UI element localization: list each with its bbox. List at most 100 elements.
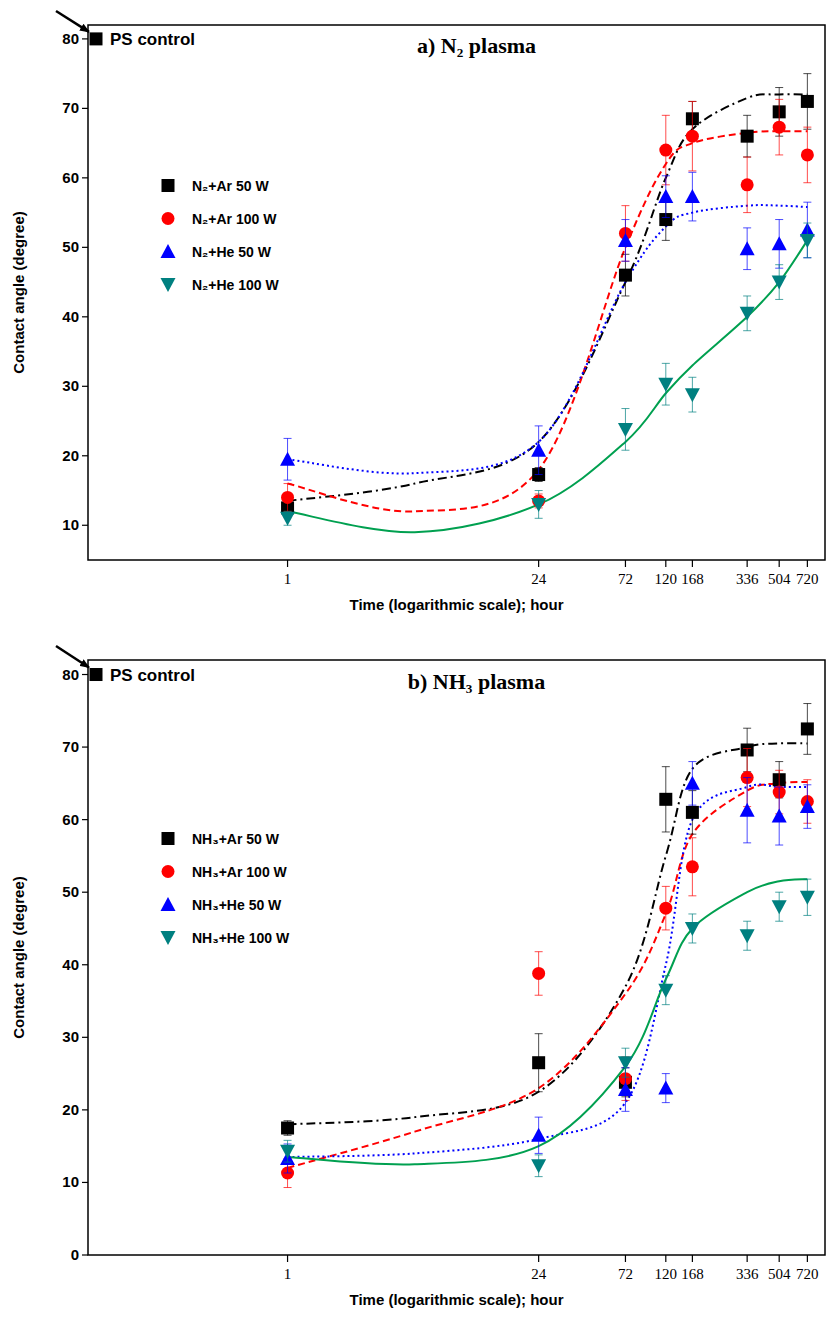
legend-marker <box>162 179 175 192</box>
data-point <box>531 498 546 512</box>
panel: 0102030405060708012472120168336504720Tim… <box>10 646 825 1308</box>
panel: 102030405060708012472120168336504720Time… <box>10 11 825 613</box>
y-tick-label: 0 <box>71 1246 79 1263</box>
y-tick <box>82 108 88 109</box>
data-point <box>685 189 700 203</box>
x-tick <box>538 1255 539 1262</box>
control-marker <box>90 32 103 45</box>
data-point <box>531 443 546 457</box>
x-tick <box>665 560 666 567</box>
y-tick-label: 80 <box>62 666 79 683</box>
data-point <box>740 307 755 321</box>
legend-marker <box>161 931 176 945</box>
data-point <box>800 234 815 248</box>
y-tick <box>82 386 88 387</box>
x-tick <box>807 1255 808 1262</box>
data-point <box>800 891 815 905</box>
x-axis-title: Time (logarithmic scale); hour <box>350 1291 564 1308</box>
data-point <box>618 423 633 437</box>
y-tick <box>82 455 88 456</box>
data-point <box>658 378 673 392</box>
y-tick-label: 50 <box>62 238 79 255</box>
x-tick-label: 336 <box>736 571 759 587</box>
fit-curve <box>288 240 808 532</box>
y-tick <box>82 177 88 178</box>
data-point <box>773 121 786 134</box>
y-tick-label: 60 <box>62 811 79 828</box>
plot-frame <box>88 25 825 560</box>
x-tick-label: 1 <box>284 571 292 587</box>
data-point <box>801 95 814 108</box>
control-label: PS control <box>110 666 195 685</box>
x-tick <box>779 1255 780 1262</box>
x-tick-label: 1 <box>284 1266 292 1282</box>
legend-marker <box>162 832 175 845</box>
y-tick-label: 30 <box>62 377 79 394</box>
x-tick-label: 336 <box>736 1266 759 1282</box>
fit-curve <box>288 785 808 1157</box>
fit-curve <box>288 782 808 1168</box>
y-tick-label: 40 <box>62 956 79 973</box>
data-point <box>685 776 700 790</box>
data-point <box>772 276 787 290</box>
y-tick <box>82 1254 88 1255</box>
y-tick <box>82 892 88 893</box>
legend-marker <box>161 244 176 258</box>
x-axis-title: Time (logarithmic scale); hour <box>350 596 564 613</box>
fit-curve <box>288 205 808 473</box>
data-point <box>659 902 672 915</box>
chart-title: b) NH₃ plasma <box>408 669 545 694</box>
chart-title: a) N₂ plasma <box>417 33 536 58</box>
x-tick-label: 120 <box>655 1266 678 1282</box>
legend-marker <box>162 212 175 225</box>
y-tick-label: 70 <box>62 738 79 755</box>
legend-marker <box>161 278 176 292</box>
y-axis-title: Contact angle (degree) <box>10 211 27 374</box>
control-arrow <box>56 11 89 32</box>
y-tick-label: 10 <box>62 1173 79 1190</box>
data-point <box>618 1056 633 1070</box>
y-tick <box>82 964 88 965</box>
x-tick <box>747 1255 748 1262</box>
x-tick-label: 72 <box>618 1266 633 1282</box>
x-tick-label: 504 <box>768 571 791 587</box>
x-tick-label: 168 <box>681 571 704 587</box>
x-tick-label: 504 <box>768 1266 791 1282</box>
x-tick <box>625 1255 626 1262</box>
x-tick-label: 24 <box>531 571 547 587</box>
data-point <box>281 491 294 504</box>
legend-label: N₂+Ar 100 W <box>192 211 277 227</box>
data-point <box>281 1122 294 1135</box>
control-label: PS control <box>110 30 195 49</box>
y-tick <box>82 1182 88 1183</box>
data-point <box>532 1056 545 1069</box>
data-point <box>686 860 699 873</box>
x-tick-label: 24 <box>531 1266 547 1282</box>
x-tick <box>287 1255 288 1262</box>
control-arrow <box>56 646 89 668</box>
x-tick <box>538 560 539 567</box>
fit-curve <box>288 94 808 501</box>
y-tick-label: 80 <box>62 30 79 47</box>
y-tick <box>82 819 88 820</box>
y-tick-label: 10 <box>62 516 79 533</box>
figure: 102030405060708012472120168336504720Time… <box>0 0 840 1333</box>
data-point <box>740 803 755 817</box>
fit-curve <box>288 879 808 1164</box>
legend-label: NH₃+He 100 W <box>192 930 290 946</box>
x-tick <box>665 1255 666 1262</box>
data-point <box>658 984 673 998</box>
data-point <box>280 512 295 526</box>
x-tick-label: 120 <box>655 571 678 587</box>
y-tick <box>82 1037 88 1038</box>
data-point <box>772 236 787 250</box>
data-point <box>659 144 672 157</box>
control-marker <box>90 668 103 681</box>
data-point <box>772 900 787 914</box>
x-tick-label: 168 <box>681 1266 704 1282</box>
data-point <box>685 388 700 402</box>
y-tick <box>82 525 88 526</box>
legend-label: NH₃+Ar 100 W <box>192 864 288 880</box>
y-tick-label: 30 <box>62 1028 79 1045</box>
x-tick <box>692 560 693 567</box>
